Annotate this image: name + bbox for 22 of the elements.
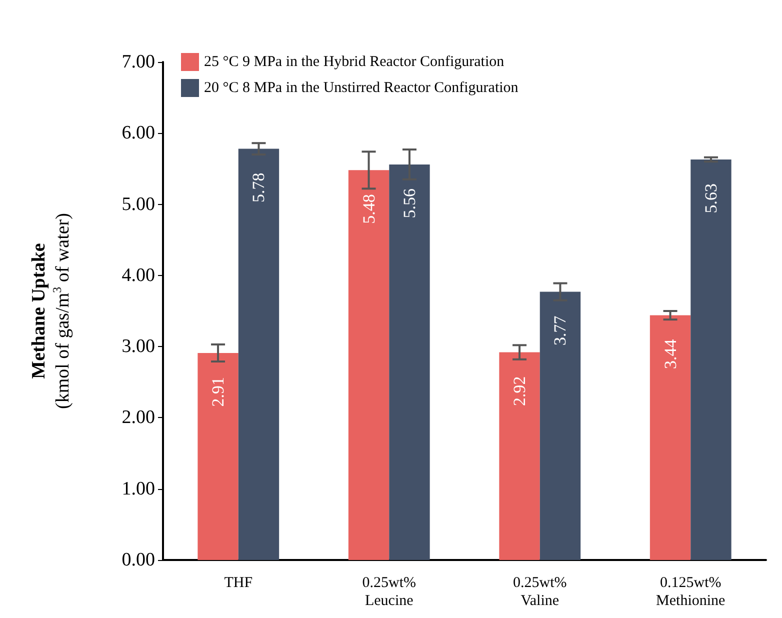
legend-label: 25 °C 9 MPa in the Hybrid Reactor Configuration bbox=[204, 54, 505, 70]
data-label: 2.92 bbox=[510, 376, 530, 406]
data-label: 3.77 bbox=[550, 315, 570, 346]
y-tick-label: 4.00 bbox=[122, 264, 155, 286]
y-tick-label: 7.00 bbox=[122, 52, 155, 72]
data-label: 5.56 bbox=[400, 188, 419, 218]
y-tick-label: 2.00 bbox=[122, 407, 155, 428]
y-tick-label: 6.00 bbox=[122, 122, 155, 144]
y-tick-label: 5.00 bbox=[122, 194, 155, 215]
data-label: 5.63 bbox=[701, 183, 720, 214]
data-label: 5.48 bbox=[359, 194, 378, 224]
data-label: 3.44 bbox=[660, 338, 680, 370]
data-label: 2.91 bbox=[208, 376, 228, 407]
y-tick-label: 1.00 bbox=[122, 478, 155, 500]
y-tick-label: 0.00 bbox=[122, 550, 155, 570]
x-tick-label: 0.25wt% Leucine bbox=[362, 575, 416, 609]
legend-label: 20 °C 8 MPa in the Unstirred Reactor Configuration bbox=[204, 80, 519, 96]
data-label: 5.78 bbox=[249, 172, 268, 203]
y-tick-label: 3.00 bbox=[122, 336, 155, 358]
x-tick-label: 0.125wt% Methionine bbox=[656, 575, 726, 609]
x-tick-label: 0.25wt% Valine bbox=[513, 575, 567, 609]
x-tick-label: THF bbox=[224, 575, 253, 591]
